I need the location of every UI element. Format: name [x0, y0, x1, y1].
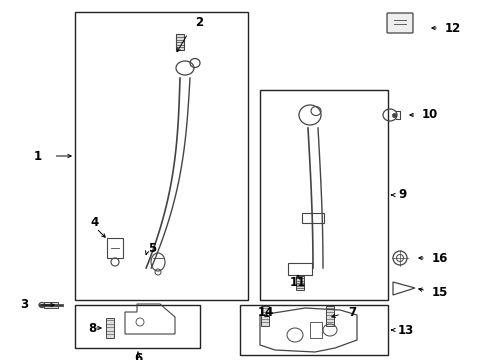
Text: 10: 10: [421, 108, 437, 122]
Text: 15: 15: [431, 285, 447, 298]
Bar: [295, 276, 304, 290]
Bar: [325, 306, 333, 326]
Text: 11: 11: [289, 275, 305, 288]
Bar: [176, 34, 183, 50]
Text: 14: 14: [258, 306, 274, 319]
Bar: [75, 12, 247, 300]
Text: 12: 12: [444, 22, 460, 35]
Bar: [240, 305, 387, 355]
Text: 9: 9: [397, 189, 406, 202]
Text: 4: 4: [90, 216, 98, 229]
Bar: [287, 263, 311, 275]
Text: 16: 16: [431, 252, 447, 265]
Text: 13: 13: [397, 324, 413, 337]
Bar: [107, 238, 123, 258]
FancyBboxPatch shape: [386, 13, 412, 33]
Text: 6: 6: [134, 351, 142, 360]
Text: 7: 7: [347, 306, 355, 319]
Bar: [302, 213, 324, 223]
Bar: [75, 305, 200, 348]
Bar: [44, 302, 58, 308]
Bar: [260, 90, 387, 300]
Bar: [261, 306, 268, 326]
Text: 1: 1: [34, 149, 42, 162]
Text: 3: 3: [20, 298, 28, 311]
Text: 5: 5: [148, 242, 156, 255]
Bar: [106, 318, 114, 338]
Bar: [309, 322, 321, 338]
Text: 8: 8: [88, 321, 96, 334]
Text: 2: 2: [195, 15, 203, 28]
